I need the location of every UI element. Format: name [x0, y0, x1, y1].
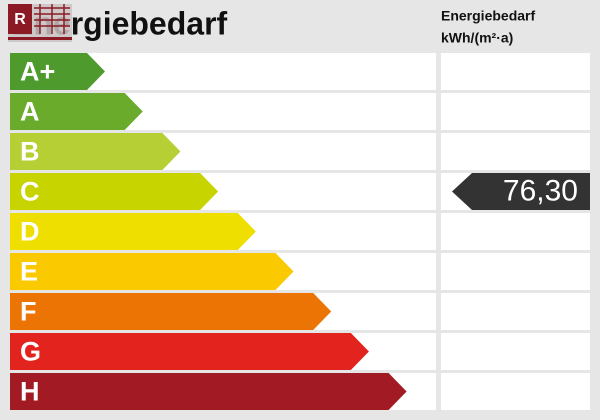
class-label: A [20, 97, 40, 127]
class-arrow [10, 213, 256, 250]
class-label: A+ [20, 57, 55, 87]
value-cell [441, 53, 590, 90]
class-label: D [20, 217, 40, 247]
class-arrow [10, 293, 332, 330]
value-indicator [452, 173, 590, 210]
class-label: B [20, 137, 40, 167]
value-cell [441, 333, 590, 370]
class-arrow [10, 173, 219, 210]
class-label: F [20, 297, 37, 327]
class-label: E [20, 257, 38, 287]
column-header-unit: kWh/(m²·a) [441, 30, 513, 46]
value-cell [441, 213, 590, 250]
value-cell [441, 93, 590, 130]
class-arrow [10, 133, 181, 170]
value-cell [441, 253, 590, 290]
class-arrow [10, 253, 294, 290]
value-label: 76,30 [503, 174, 578, 207]
value-cell [441, 373, 590, 410]
value-cell [441, 133, 590, 170]
class-arrow [10, 93, 143, 130]
class-arrow [10, 373, 407, 410]
column-header: Energiebedarf [441, 8, 535, 24]
class-label: H [20, 377, 40, 407]
svg-text:R: R [14, 11, 26, 28]
value-cell [441, 293, 590, 330]
class-label: G [20, 337, 41, 367]
class-arrow [10, 53, 105, 90]
class-label: C [20, 177, 40, 207]
class-arrow [10, 333, 369, 370]
logo: R [8, 4, 72, 42]
